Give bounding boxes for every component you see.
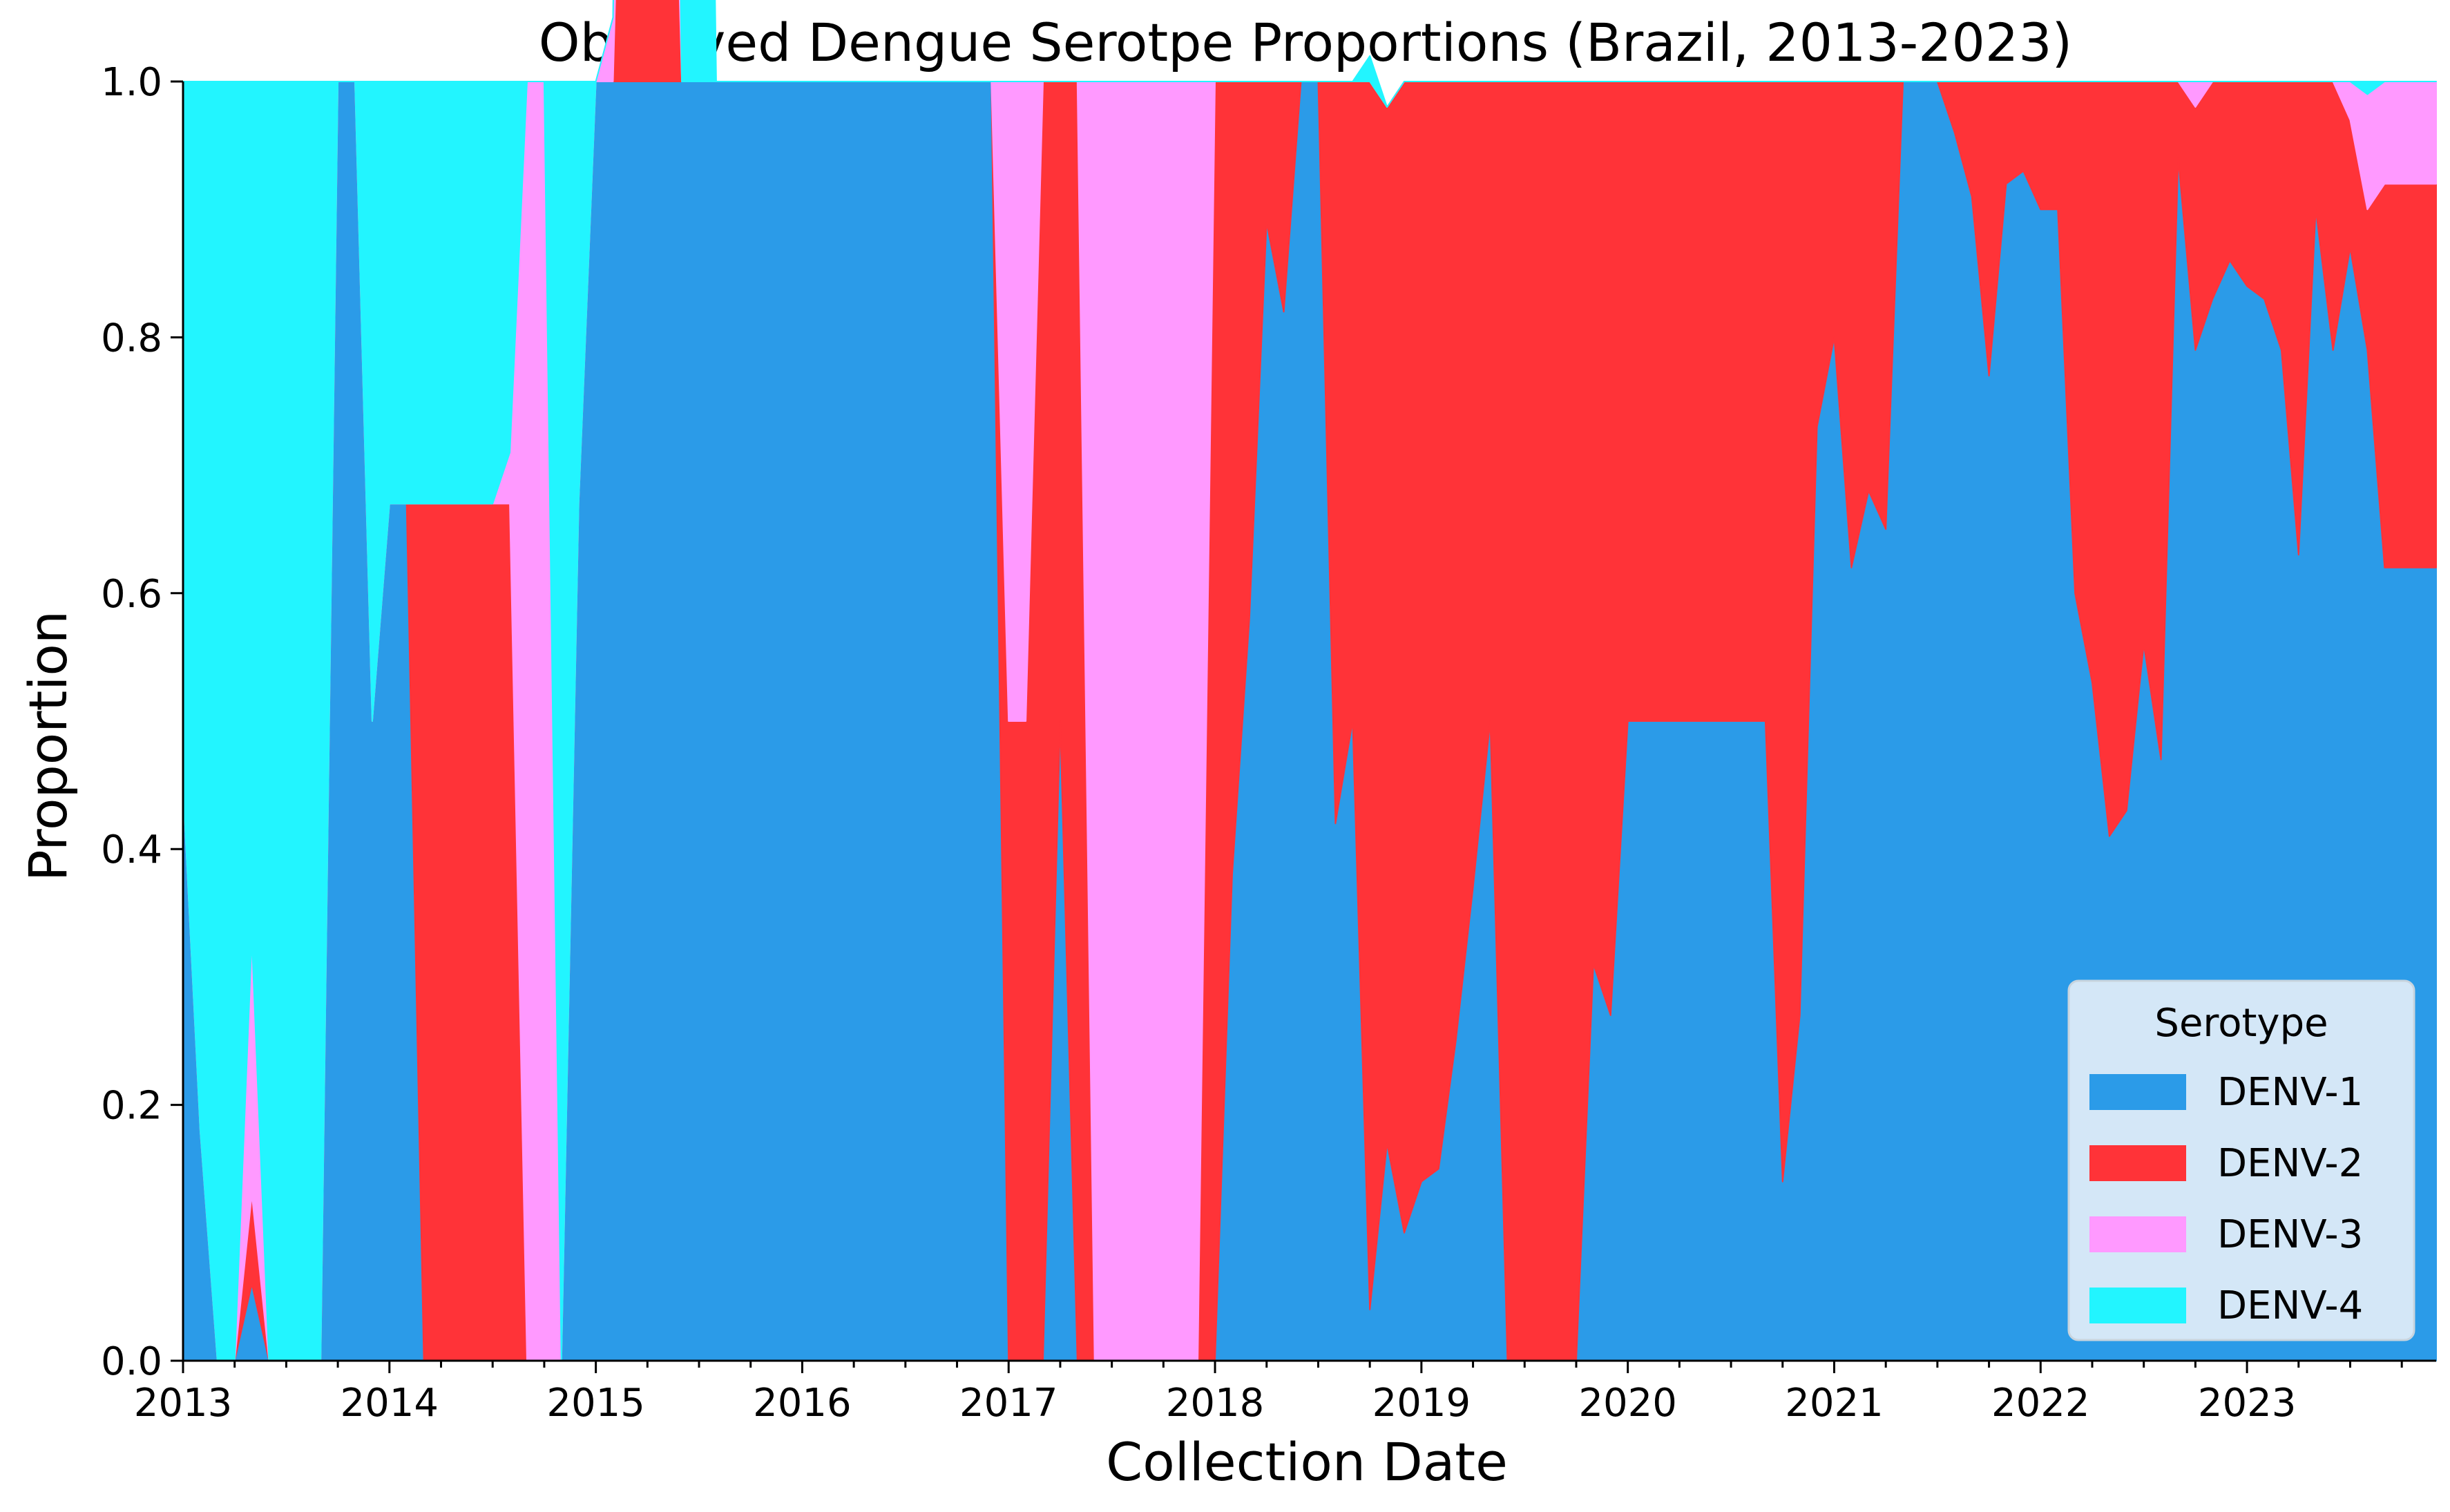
x-tick-label: 2023 (2198, 1381, 2297, 1426)
legend-label: DENV-4 (2217, 1283, 2363, 1328)
legend-swatch (2089, 1145, 2186, 1181)
y-axis-ticks: 0.0 0.2 0.4 0.6 0.8 1.0 (101, 60, 183, 1384)
y-axis-title: Proportion (17, 611, 79, 881)
legend-label: DENV-2 (2217, 1141, 2363, 1186)
legend-title: Serotype (2154, 1001, 2328, 1046)
legend-swatch (2089, 1288, 2186, 1323)
legend-label: DENV-1 (2217, 1070, 2363, 1115)
x-tick-label: 2020 (1578, 1381, 1677, 1426)
x-tick-label: 2021 (1785, 1381, 1884, 1426)
chart-title: Observed Dengue Serotpe Proportions (Bra… (539, 12, 2072, 73)
legend-label: DENV-3 (2217, 1212, 2363, 1257)
x-tick-label: 2022 (1991, 1381, 2090, 1426)
x-axis-ticks: 2013 2014 2015 2016 2017 2018 2019 2020 2021 2022… (134, 1361, 2403, 1426)
y-tick-label: 0.6 (101, 572, 162, 617)
x-tick-label: 2013 (134, 1381, 233, 1426)
axes (182, 82, 2436, 1362)
legend-swatch (2089, 1216, 2186, 1252)
y-tick-label: 1.0 (101, 60, 162, 105)
y-tick-label: 0.2 (101, 1084, 162, 1129)
x-axis-title: Collection Date (1106, 1431, 1508, 1493)
x-tick-label: 2018 (1166, 1381, 1265, 1426)
area-denv-4 (182, 0, 2437, 1361)
x-tick-label: 2015 (546, 1381, 645, 1426)
y-tick-label: 0.0 (101, 1339, 162, 1384)
x-tick-label: 2019 (1372, 1381, 1471, 1426)
stacked-areas (182, 0, 2437, 1361)
x-tick-label: 2017 (959, 1381, 1058, 1426)
x-tick-label: 2016 (753, 1381, 852, 1426)
legend-swatch (2089, 1074, 2186, 1110)
x-tick-label: 2014 (341, 1381, 439, 1426)
y-tick-label: 0.8 (101, 316, 162, 361)
y-tick-label: 0.4 (101, 827, 162, 872)
legend: Serotype DENV-1 DENV-2 DENV-3 DENV-4 (2067, 979, 2415, 1341)
